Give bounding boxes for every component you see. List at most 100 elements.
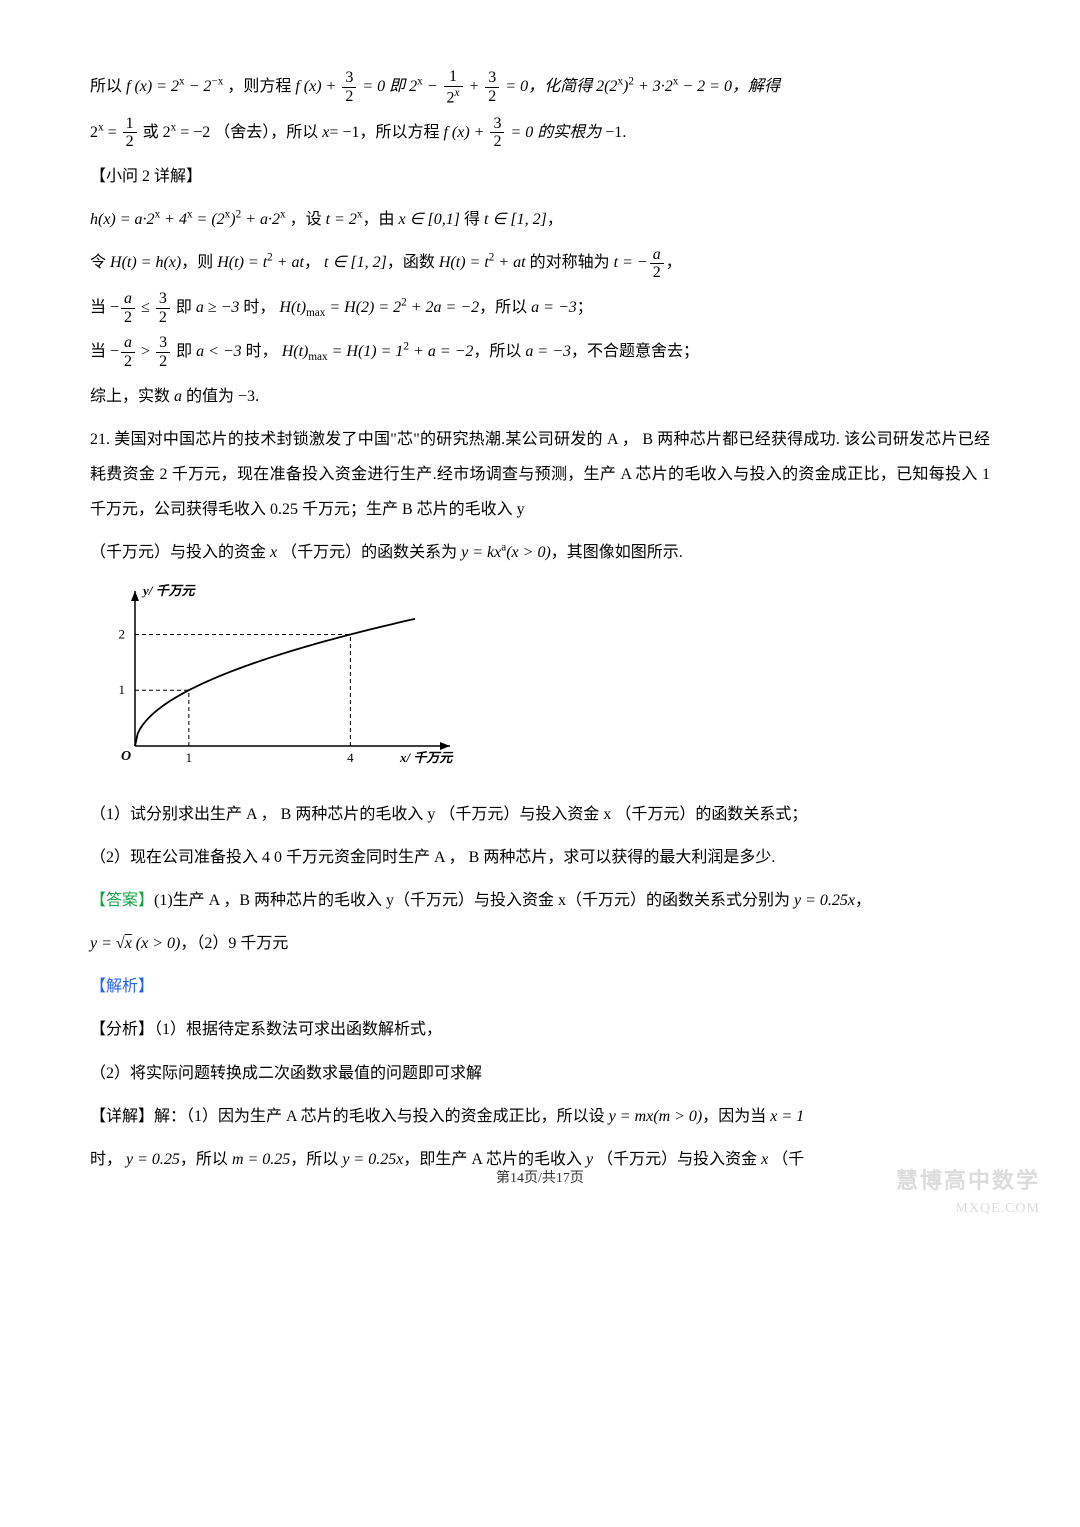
t: ，设: [290, 211, 326, 228]
t: x ∈ [0,1]: [398, 211, 464, 228]
q21-stem-2: （千万元）与投入的资金 x （千万元）的函数关系为 y = kxa(x > 0)…: [90, 535, 990, 570]
txt: 所以: [90, 78, 126, 95]
q21-sub2: （2）现在公司准备投入 4 0 千万元资金同时生产 A ， B 两种芯片，求可以…: [90, 840, 990, 875]
t: + 3·2: [634, 78, 673, 95]
t: ，: [666, 254, 682, 271]
t: 时，: [242, 343, 282, 360]
t: ，其图像如图所示.: [551, 544, 683, 561]
d: 2: [123, 133, 137, 151]
svg-text:4: 4: [347, 750, 354, 765]
t: （千万元）的函数关系为: [277, 544, 461, 561]
t: 的值为: [182, 388, 238, 405]
q21-sub1: （1）试分别求出生产 A ， B 两种芯片的毛收入 y （千万元）与投入资金 x…: [90, 797, 990, 832]
n: 3: [156, 334, 170, 353]
frac: 32: [342, 69, 356, 105]
t: = (2: [193, 211, 225, 228]
svg-text:x/ 千万元: x/ 千万元: [399, 750, 454, 765]
t: t = 2: [326, 211, 357, 228]
n: 3: [490, 115, 504, 134]
t: H(t) = t: [439, 254, 489, 271]
analysis-1: 【分析】（1）根据待定系数法可求出函数解析式，: [90, 1012, 990, 1047]
detail-1: 【详解】解：（1）因为生产 A 芯片的毛收入与投入的资金成正比，所以设 y = …: [90, 1099, 990, 1134]
t: H(t) = t: [217, 254, 267, 271]
txt: 或 2: [143, 124, 171, 141]
frac: 32: [485, 69, 499, 105]
t: x = 1: [770, 1108, 804, 1125]
t: H(t) = h(x): [110, 254, 181, 271]
t: a: [174, 388, 182, 405]
n: 3: [156, 290, 170, 309]
t: a < −3: [196, 343, 242, 360]
t: 的对称轴为: [526, 254, 614, 271]
t: a = −3: [531, 299, 577, 316]
para-7: 当 −a2 > 32 即 a < −3 时， H(t)max = H(1) = …: [90, 334, 990, 370]
answer-line-2: y = √x (x > 0)，（2）9 千万元: [90, 926, 990, 961]
s: max: [306, 307, 325, 319]
para-1: 所以 f (x) = 2x − 2−x ，则方程 f (x) + 32 = 0 …: [90, 68, 990, 107]
t: + a = −2: [409, 343, 473, 360]
t: y = 0.25x: [794, 892, 855, 909]
t: .: [622, 124, 626, 141]
txt: = −2 （舍去），所以: [176, 124, 322, 141]
t: t = −: [614, 254, 648, 271]
function-graph: 1412y/ 千万元x/ 千万元O: [90, 581, 470, 781]
t: −3: [238, 388, 255, 405]
t: f (x) = 2: [126, 78, 179, 95]
t: = H(1) = 1: [328, 343, 404, 360]
t: ，: [304, 254, 324, 271]
t: t ∈ [1, 2]: [324, 254, 387, 271]
svg-text:1: 1: [186, 750, 193, 765]
n: 1: [444, 68, 463, 87]
svg-text:1: 1: [119, 682, 126, 697]
t: >: [137, 343, 154, 360]
answer-line-1: 【答案】(1)生产 A ，B 两种芯片的毛收入 y（千万元）与投入资金 x（千万…: [90, 883, 990, 918]
eq: 2x = 12: [90, 124, 143, 141]
t: H(t): [282, 343, 309, 360]
t: 当 −: [90, 299, 119, 316]
t: + 4: [160, 211, 187, 228]
para-6: 当 −a2 ≤ 32 即 a ≥ −3 时， H(t)max = H(2) = …: [90, 290, 990, 326]
t: ≤: [137, 299, 154, 316]
s: x: [280, 209, 286, 221]
sup: −x: [211, 76, 223, 88]
frac: a2: [121, 334, 135, 370]
t: (x > 0): [506, 544, 551, 561]
t: H(t): [279, 299, 306, 316]
t: f (x) +: [295, 78, 340, 95]
eq: f (x) + 32 = 0 的实根为: [443, 124, 605, 141]
d: 2: [485, 88, 499, 106]
t: ，: [855, 892, 871, 909]
t: 时，: [239, 299, 279, 316]
t: 综上，实数: [90, 388, 174, 405]
t: a = −3: [525, 343, 571, 360]
watermark-2: MXQE.COM: [955, 1194, 1040, 1225]
analysis-2: （2）将实际问题转换成二次函数求最值的问题即可求解: [90, 1056, 990, 1091]
t: ，所以: [473, 343, 525, 360]
d: 2: [121, 353, 135, 371]
rad: x: [125, 935, 132, 952]
t: + at: [494, 254, 525, 271]
t: .: [255, 388, 259, 405]
t: 即: [172, 343, 196, 360]
n: a: [121, 334, 135, 353]
d: 2: [490, 133, 504, 151]
svg-text:2: 2: [119, 626, 126, 641]
t: 2: [90, 124, 98, 141]
d: 2: [342, 88, 356, 106]
n: 3: [342, 69, 356, 88]
svg-text:O: O: [121, 749, 131, 764]
n: a: [121, 290, 135, 309]
t: ，函数: [387, 254, 439, 271]
t: =: [104, 124, 121, 141]
t: ，由: [362, 211, 398, 228]
t: （千万元）与投入的资金: [90, 544, 270, 561]
t: − 2 = 0，解得: [678, 78, 780, 95]
d: 2: [156, 309, 170, 327]
t: a ≥ −3: [196, 299, 240, 316]
t: −: [423, 78, 442, 95]
t: 2: [447, 89, 455, 106]
frac: 12x: [444, 68, 463, 107]
frac: a2: [650, 246, 664, 282]
frac: 32: [156, 290, 170, 326]
t: = H(2) = 2: [325, 299, 401, 316]
